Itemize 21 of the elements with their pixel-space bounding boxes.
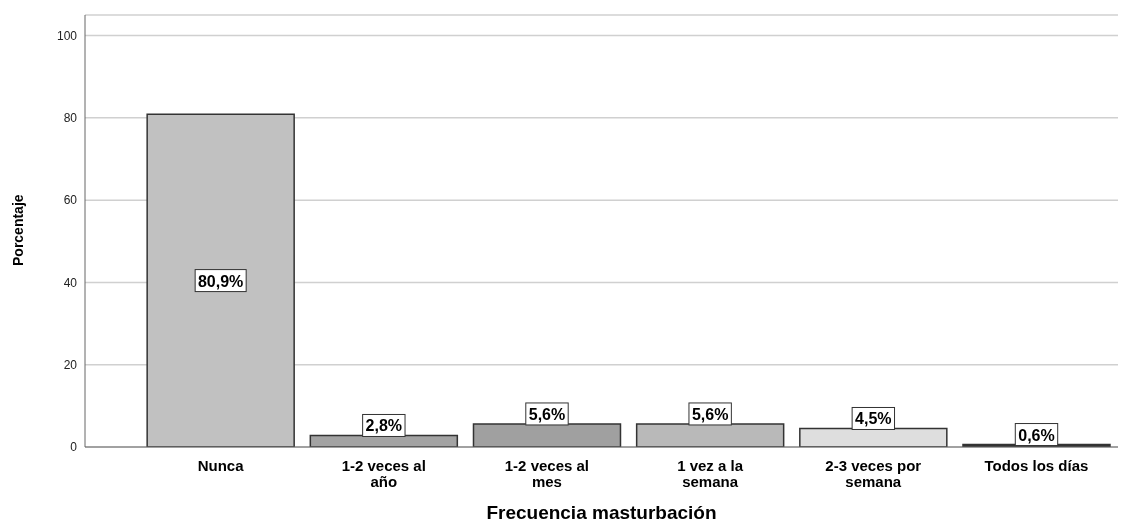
y-tick-label: 40 xyxy=(63,275,78,290)
data-label: 4,5% xyxy=(855,410,892,428)
x-tick-label: 1-2 veces al año xyxy=(341,457,426,490)
y-axis-title: Porcentaje xyxy=(9,194,26,266)
y-tick-label: 100 xyxy=(56,28,78,43)
data-label: 5,6% xyxy=(691,405,729,423)
x-tick-label: 2-3 veces por semana xyxy=(825,457,922,490)
y-tick-label: 60 xyxy=(63,193,78,208)
y-tick-label: 80 xyxy=(63,111,78,126)
data-label: 80,9% xyxy=(197,272,244,290)
y-tick-label: 20 xyxy=(63,357,78,372)
x-tick-label: 1-2 veces al mes xyxy=(504,457,590,490)
x-axis-title: Frecuencia masturbación xyxy=(486,502,717,523)
data-label: 5,6% xyxy=(528,405,566,423)
x-tick-label: Todos los días xyxy=(984,457,1089,474)
x-tick-label: Nunca xyxy=(197,457,245,474)
data-label: 0,6% xyxy=(1018,426,1055,444)
y-tick-label: 0 xyxy=(70,440,78,455)
bar xyxy=(146,113,295,447)
x-tick-label: 1 vez a la semana xyxy=(677,457,744,490)
data-label: 2,8% xyxy=(365,417,403,435)
